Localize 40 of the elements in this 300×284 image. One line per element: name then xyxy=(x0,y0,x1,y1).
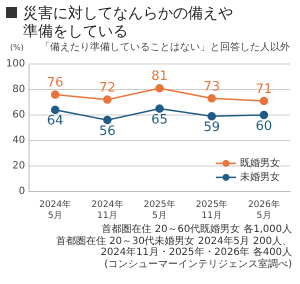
point xyxy=(50,90,60,99)
point xyxy=(155,104,164,113)
point xyxy=(155,84,164,92)
point xyxy=(260,96,268,106)
y-tick-label: 40 xyxy=(12,135,26,146)
data-label: 71 xyxy=(256,82,272,97)
chart-title: 災害に対してなんらかの備えや準備をしている xyxy=(23,4,234,40)
y-tick-label: 100 xyxy=(6,58,26,70)
data-label: 64 xyxy=(46,114,64,129)
data-label: 72 xyxy=(99,80,116,96)
text: 2024年11月・2025年・2026年 各400人 xyxy=(100,247,292,258)
y-axis-title: (%) xyxy=(10,42,24,54)
text: (コンシューマーインテリジェンス室調べ) xyxy=(103,258,292,270)
point xyxy=(207,94,216,103)
text: 首都圏在住 20～30代未婚男女 2024年5月 200人、 xyxy=(55,236,292,247)
data-label: 60 xyxy=(256,118,272,134)
point xyxy=(207,112,216,120)
x-tick-label: 2024年 11月 xyxy=(91,199,124,221)
data-label: 56 xyxy=(99,124,116,139)
chart-subtitle: 「備えたり準備していることはない」と回答した人以外 xyxy=(40,42,290,54)
x-tick-label: 2024年 5月 xyxy=(39,199,72,221)
y-tick-label: 0 xyxy=(18,186,26,197)
data-label: 76 xyxy=(46,75,64,90)
legend-label: 未婚男女 xyxy=(240,170,280,183)
x-tick-label: 2025年 11月 xyxy=(196,199,228,221)
x-tick-label: 2026年 5月 xyxy=(248,199,280,221)
x-tick-label: 2025年 5月 xyxy=(144,199,176,221)
legend-label: 既婚男女 xyxy=(240,156,280,169)
data-label: 73 xyxy=(203,79,220,94)
y-tick-label: 20 xyxy=(12,160,26,172)
data-label: 65 xyxy=(151,112,168,128)
y-tick-label: 80 xyxy=(12,84,26,96)
data-label: 59 xyxy=(203,120,220,136)
text: 首都圏在住 20～60代既婚男女 各1,000人 xyxy=(100,224,292,236)
y-tick-label: 60 xyxy=(12,110,26,121)
data-label: 81 xyxy=(151,69,168,84)
point xyxy=(103,116,112,124)
point xyxy=(50,106,60,114)
point xyxy=(103,95,112,104)
point xyxy=(260,110,268,120)
